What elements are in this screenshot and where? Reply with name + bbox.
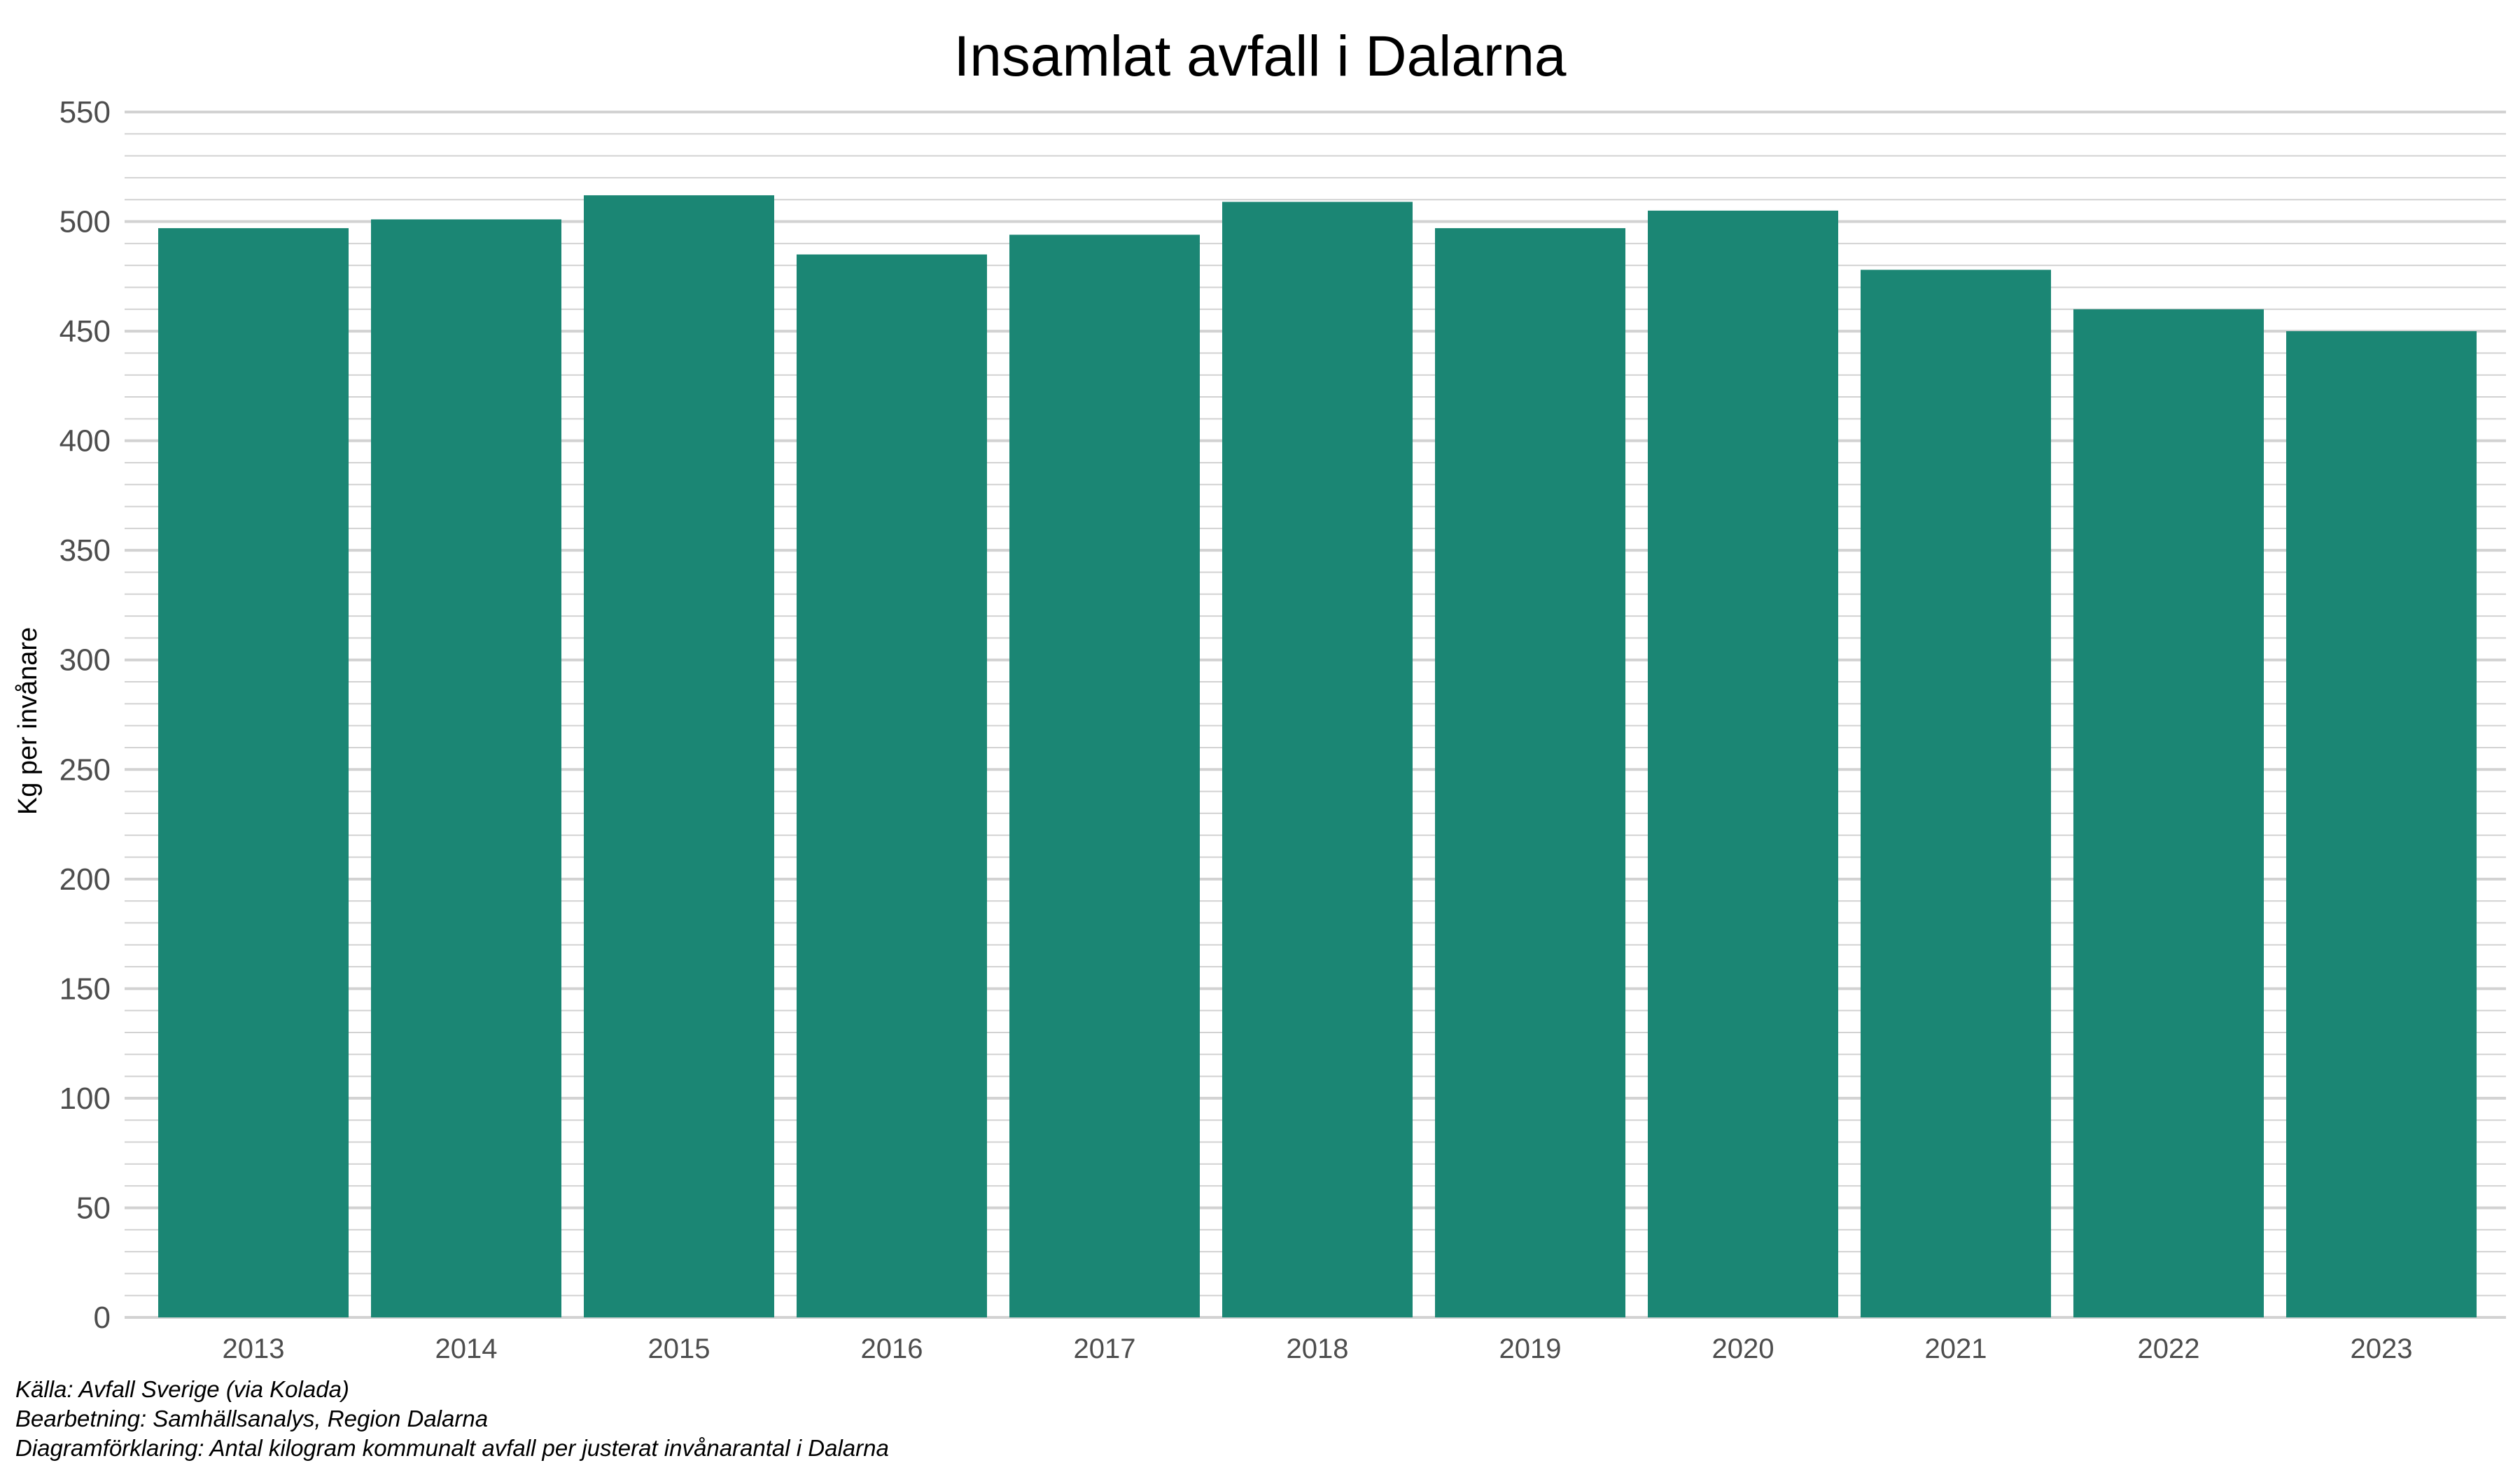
y-axis-label: Kg per invånare bbox=[13, 627, 43, 815]
bar-2015 bbox=[584, 195, 774, 1317]
bar-2019 bbox=[1435, 227, 1625, 1317]
y-tick-label: 100 bbox=[59, 1082, 111, 1116]
x-tick-label: 2013 bbox=[223, 1334, 285, 1364]
x-tick-label: 2017 bbox=[1074, 1334, 1136, 1364]
y-tick-label: 500 bbox=[59, 205, 111, 239]
x-tick-label: 2015 bbox=[648, 1334, 710, 1364]
bar-2016 bbox=[797, 254, 987, 1318]
bar-2022 bbox=[2073, 309, 2264, 1317]
x-tick-label: 2019 bbox=[1499, 1334, 1562, 1364]
x-tick-label: 2021 bbox=[1925, 1334, 1987, 1364]
bar-2013 bbox=[158, 227, 349, 1317]
y-tick-label: 200 bbox=[59, 862, 111, 897]
bar-2021 bbox=[1861, 270, 2051, 1318]
bar-2017 bbox=[1009, 234, 1200, 1317]
bar-2023 bbox=[2286, 331, 2477, 1317]
x-tick-label: 2016 bbox=[861, 1334, 923, 1364]
y-tick-label: 0 bbox=[94, 1301, 111, 1335]
y-axis-ticks: 0 50 100 150 200 250 300 350 400 450 500 550 bbox=[59, 95, 111, 1335]
x-axis-ticks: 2013 2014 2015 2016 2017 2018 2019 2020 2021 2022… bbox=[223, 1334, 2413, 1364]
x-tick-label: 2020 bbox=[1712, 1334, 1774, 1364]
y-tick-label: 550 bbox=[59, 95, 111, 130]
x-tick-label: 2018 bbox=[1287, 1334, 1349, 1364]
explanation-caption: Diagramförklaring: Antal kilogram kommun… bbox=[15, 1435, 889, 1461]
x-tick-label: 2023 bbox=[2351, 1334, 2413, 1364]
y-tick-label: 300 bbox=[59, 643, 111, 678]
y-tick-label: 400 bbox=[59, 424, 111, 458]
bar-2014 bbox=[371, 219, 561, 1317]
y-tick-label: 250 bbox=[59, 752, 111, 787]
bar-2018 bbox=[1222, 202, 1413, 1317]
y-tick-label: 150 bbox=[59, 972, 111, 1006]
x-tick-label: 2022 bbox=[2138, 1334, 2200, 1364]
bar-2020 bbox=[1648, 210, 1838, 1318]
x-tick-label: 2014 bbox=[435, 1334, 498, 1364]
y-tick-label: 450 bbox=[59, 314, 111, 349]
processing-caption: Bearbetning: Samhällsanalys, Region Dala… bbox=[15, 1406, 489, 1432]
source-caption: Källa: Avfall Sverige (via Kolada) bbox=[15, 1376, 349, 1402]
bars bbox=[158, 195, 2477, 1318]
y-tick-label: 50 bbox=[76, 1191, 111, 1225]
y-tick-label: 350 bbox=[59, 533, 111, 568]
chart-title: Insamlat avfall i Dalarna bbox=[953, 24, 1566, 88]
